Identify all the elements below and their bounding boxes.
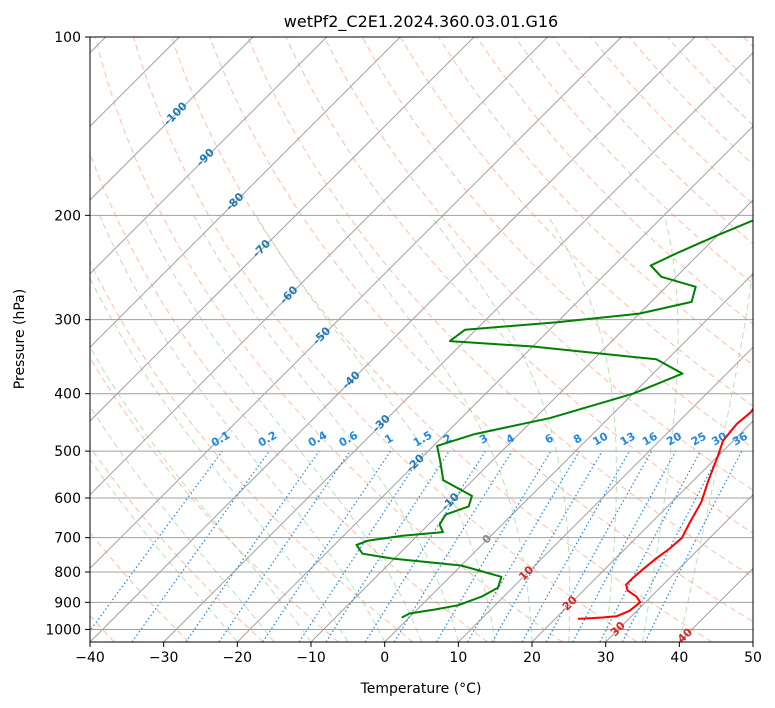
plot-frame [89,36,754,643]
mixing-ratio-line [262,450,392,642]
series-layer [355,219,753,620]
moist-adiabat [90,458,238,642]
dry-adiabat [285,37,753,535]
moist-adiabat [99,215,386,642]
y-tick-label: 600 [54,491,81,507]
dry-adiabat [132,37,638,642]
isotherm-line [90,37,696,642]
isotherm-line [310,199,753,642]
isotherm-line [531,420,753,642]
temperature-profile [577,407,753,620]
x-tick-label: 10 [449,650,467,666]
dry-adiabat [90,356,339,642]
isotherm-line [605,493,753,642]
moist-adiabat [90,346,312,642]
dry-adiabat [94,37,563,642]
y-tick-label: 300 [54,313,81,329]
mixing-ratio-line [393,450,513,642]
isotherm-line [90,37,401,349]
y-tick-label: 500 [54,444,81,460]
isotherm-line [90,37,622,570]
x-tick-label: 50 [744,650,762,666]
y-tick-label: 800 [54,565,81,581]
mixing-ratio-line [131,450,270,642]
mixing-ratio-line [572,450,677,642]
moist-adiabat [678,264,753,642]
mixing-ratio-line [325,450,450,642]
moist-adiabat [142,215,422,642]
isotherm-line [90,37,328,275]
moist-adiabat [642,215,679,642]
x-tick-label: 0 [380,650,389,666]
y-tick-label: 700 [54,531,81,547]
dewpoint-profile [355,219,753,619]
moist-adiabat [430,215,571,642]
y-tick-label: 400 [54,387,81,403]
dry-adiabat [209,37,753,623]
chart-title: wetPf2_C2E1.2024.360.03.01.G16 [284,12,558,32]
dry-adiabat [90,260,414,642]
isotherm-line [384,272,753,642]
isotherm-line [457,346,753,642]
mixing-ratio-line [185,450,320,642]
y-tick-label: 200 [54,208,81,224]
x-tick-label: −20 [223,650,253,666]
x-tick-label: 40 [670,650,688,666]
x-tick-label: −40 [75,650,105,666]
dry-adiabat [171,37,712,642]
y-tick-label: 1000 [45,622,81,638]
mixing-ratio-line [90,450,223,632]
x-tick-label: −30 [149,650,179,666]
dry-adiabat [90,446,264,642]
y-tick-label: 900 [54,595,81,611]
mixing-ratio-line [545,450,653,642]
x-tick-label: −10 [296,650,326,666]
moist-adiabat [332,215,533,642]
y-axis-label: Pressure (hPa) [12,289,28,389]
dry-adiabat [476,37,753,325]
x-axis-label: Temperature (°C) [360,681,482,697]
background-lines [90,37,753,642]
x-tick-label: 30 [597,650,615,666]
pressure-grid [90,37,753,630]
isotherm-line [90,37,475,422]
y-tick-label: 100 [54,30,81,46]
mixing-ratio-line [298,450,425,642]
mixing-ratio-line [218,450,351,642]
axes: −40 −30 −20 −10 0 10 20 30 40 50 100 200 300 400 500 60… [45,30,762,666]
x-tick-label: 20 [523,650,541,666]
isotherm-line [90,37,549,496]
dry-adiabat [514,37,753,285]
mixing-ratio-line [644,450,743,642]
isotherm-line [236,125,753,642]
moist-adiabat [193,215,459,642]
moist-adiabat [90,405,275,642]
isotherm-line [90,37,254,201]
isotherm-line [163,51,753,642]
dry-adiabat [247,37,753,578]
dry-adiabat [323,37,753,491]
mixing-ratio-line [521,450,631,642]
